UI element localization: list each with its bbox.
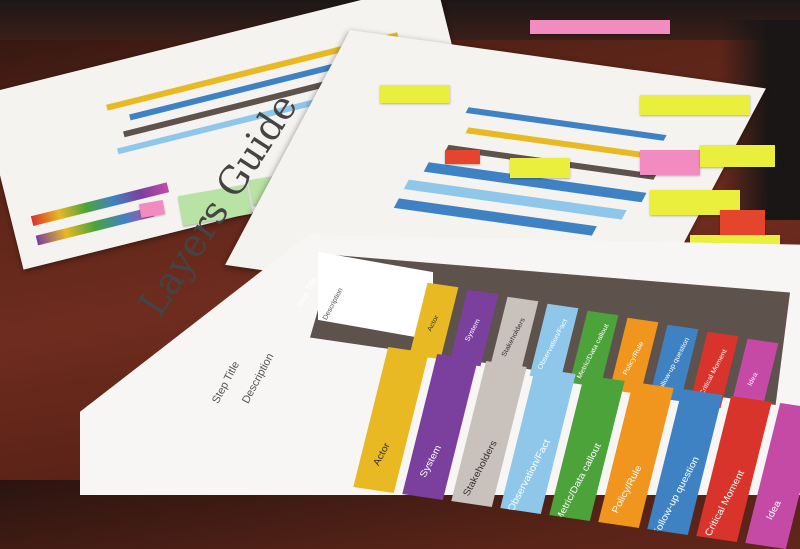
sticky-note <box>380 85 450 103</box>
sticky-note <box>700 145 775 167</box>
layer-label: Idea <box>746 371 760 388</box>
layer-label: Policy/Rule <box>610 464 645 515</box>
sticky-note <box>510 158 570 178</box>
layer-label: Actor <box>426 314 441 333</box>
sticky-note <box>640 95 750 115</box>
sticky-note <box>640 150 700 175</box>
sticky-note <box>445 150 480 164</box>
layer-label: Actor <box>371 441 393 468</box>
sticky-note <box>720 210 765 235</box>
layer-label: System <box>464 318 483 343</box>
layer-label: Idea <box>764 499 784 522</box>
layer-label: Policy/Rule <box>621 340 646 377</box>
sticky-note <box>530 20 670 34</box>
layer-label: System <box>418 443 445 480</box>
layer-label: Critical Moment <box>703 469 748 538</box>
layer-label: Critical Moment <box>698 348 729 397</box>
layer-label: Observation/Fact <box>537 318 570 371</box>
layer-label: Stakeholders <box>461 439 500 498</box>
layer-label: Stakeholders <box>500 317 527 358</box>
